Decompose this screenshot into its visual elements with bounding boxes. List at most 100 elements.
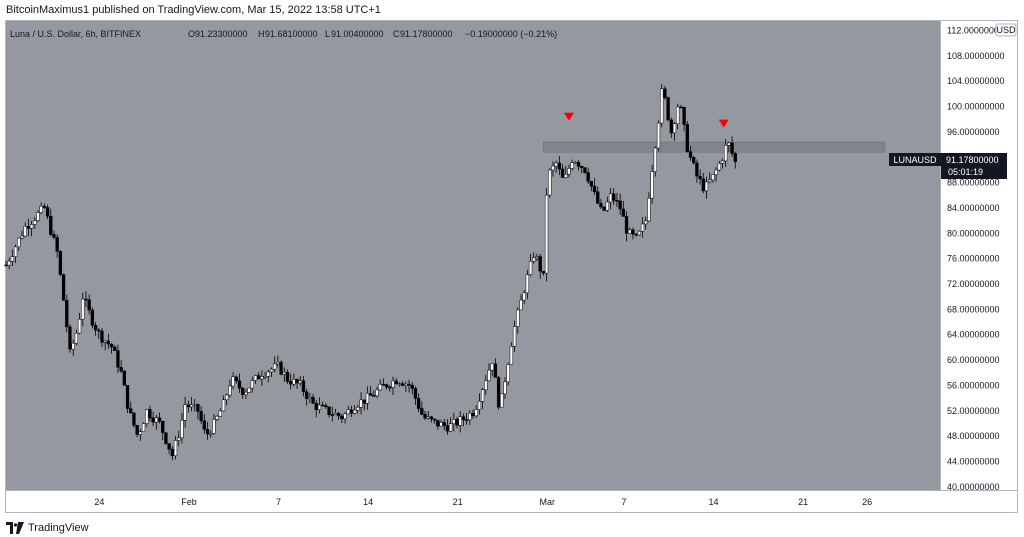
candle-body	[234, 376, 238, 382]
currency-badge-bg[interactable]	[995, 23, 1017, 37]
candle-body	[432, 418, 437, 421]
y-tick-label: 108.00000000	[947, 51, 1005, 61]
candle-body	[81, 298, 85, 320]
candle-body	[573, 162, 578, 164]
candles	[4, 84, 737, 461]
candle-body	[317, 404, 322, 410]
candle-body	[340, 415, 344, 420]
y-tick-label: 84.00000000	[947, 203, 1000, 213]
candle-body	[506, 364, 510, 383]
candle-body	[407, 383, 411, 386]
candle-body	[564, 174, 568, 178]
candle-body	[436, 419, 440, 427]
y-tick-label: 68.00000000	[947, 304, 1000, 314]
candle-body	[602, 206, 606, 211]
candle-body	[525, 274, 530, 294]
candle-body	[599, 202, 603, 208]
candle-body	[586, 172, 590, 182]
candle-body	[311, 396, 315, 404]
candle-body	[26, 226, 31, 229]
last-price-label: LUNAUSD 91.17800000 05:01:19	[889, 153, 1007, 179]
price-chart[interactable]: 40.00000000 44.00000000 48.00000000 52.0000…	[0, 0, 1024, 520]
candle-body	[218, 410, 222, 417]
candle-body	[618, 200, 622, 210]
candle-body	[452, 419, 456, 424]
ohlc-close-key: C	[393, 29, 400, 39]
candle-body	[644, 220, 648, 225]
candle-body	[87, 299, 91, 311]
candle-body	[305, 391, 309, 399]
ohlc-low-key: L	[325, 29, 330, 39]
y-tick-label: 88.00000000	[947, 178, 1000, 188]
candle-body	[637, 230, 641, 236]
candle-body	[116, 350, 120, 368]
candle-body	[471, 412, 475, 417]
candle-body	[167, 443, 171, 450]
candle-body	[282, 372, 286, 375]
candle-body	[141, 423, 146, 432]
candle-body	[77, 318, 82, 334]
candle-body	[557, 162, 562, 170]
candle-body	[244, 392, 248, 395]
candle-body	[170, 448, 174, 457]
candle-body	[289, 381, 293, 385]
candle-body	[468, 412, 472, 421]
candle-body	[4, 264, 8, 267]
candle-body	[173, 440, 178, 457]
candle-body	[321, 404, 325, 407]
candle-body	[528, 260, 533, 275]
currency-badge[interactable]: USD	[996, 25, 1016, 35]
candle-body	[279, 361, 283, 375]
candle-body	[400, 383, 405, 386]
ohlc-high: 91.68100000	[265, 29, 318, 39]
candle-body	[429, 416, 434, 420]
ohlc-legend: O 91.23300000 H 91.68100000 L 91.0040000…	[188, 29, 557, 39]
x-tick-label: 14	[709, 497, 719, 507]
candle-body	[225, 394, 229, 401]
candle-body	[346, 409, 350, 415]
candle-body	[375, 389, 379, 396]
y-tick-label: 44.00000000	[947, 456, 1000, 466]
candle-body	[215, 415, 219, 420]
ohlc-change: −0.19000000 (−0.21%)	[465, 29, 557, 39]
x-tick-label: 14	[363, 497, 373, 507]
candle-body	[656, 122, 661, 149]
x-tick-label: 24	[94, 497, 104, 507]
candle-body	[500, 393, 504, 408]
candle-body	[480, 389, 485, 402]
time-axis[interactable]	[6, 490, 940, 512]
candle-body	[237, 380, 242, 389]
candle-body	[17, 237, 21, 248]
tradingview-logo-icon	[6, 522, 24, 534]
candle-body	[605, 201, 609, 211]
candle-body	[464, 419, 469, 421]
candle-body	[439, 422, 443, 427]
candle-body	[308, 396, 312, 399]
price-axis[interactable]	[940, 21, 1017, 490]
candle-body	[266, 371, 270, 377]
candle-body	[532, 257, 536, 262]
candle-body	[292, 379, 296, 385]
candle-body	[541, 270, 546, 274]
candle-body	[151, 417, 155, 423]
candle-body	[298, 380, 302, 384]
candle-body	[209, 433, 213, 435]
candle-body	[180, 420, 184, 439]
candle-body	[381, 384, 386, 386]
candle-body	[61, 274, 66, 301]
resistance-zone	[543, 141, 886, 153]
candle-body	[349, 409, 354, 414]
candle-body	[129, 408, 133, 414]
candle-body	[148, 409, 152, 419]
candle-body	[221, 399, 226, 412]
candle-body	[74, 332, 79, 344]
candle-body	[612, 193, 616, 201]
candle-body	[583, 167, 587, 173]
candle-body	[49, 216, 53, 235]
resistance-marker-icon	[563, 112, 574, 121]
candle-body	[714, 169, 718, 175]
candle-body	[269, 368, 274, 373]
candle-body	[337, 413, 341, 417]
candle-body	[10, 256, 15, 262]
candle-body	[660, 88, 664, 124]
